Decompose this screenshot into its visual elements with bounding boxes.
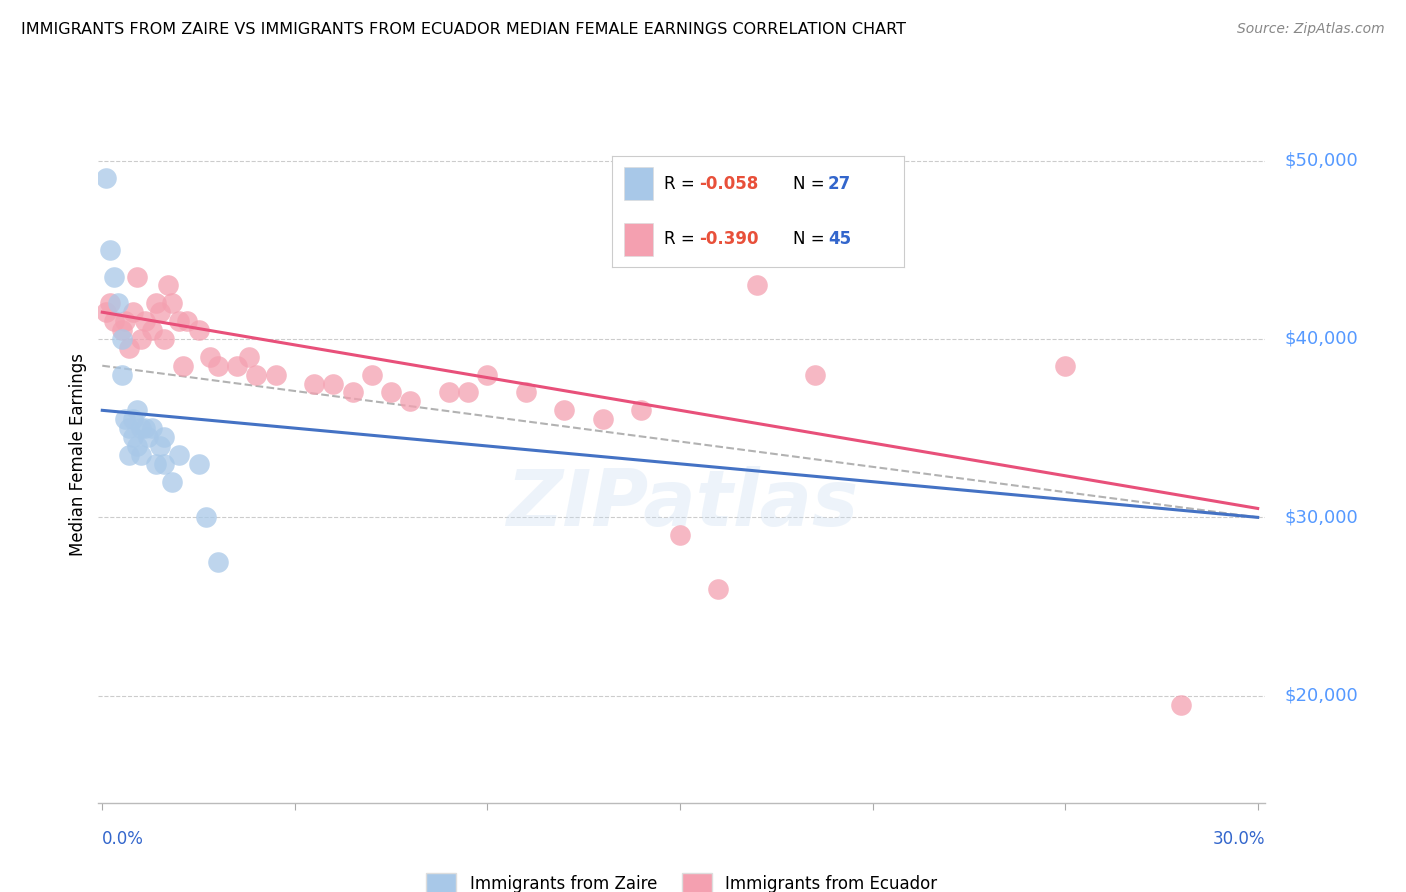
- Text: N =: N =: [793, 175, 830, 193]
- Point: [707, 582, 730, 596]
- Point: [553, 403, 575, 417]
- Text: R =: R =: [665, 175, 700, 193]
- Text: R =: R =: [665, 230, 700, 248]
- Point: [125, 403, 148, 417]
- Point: [118, 341, 141, 355]
- Point: [360, 368, 382, 382]
- Point: [145, 457, 167, 471]
- Point: [169, 448, 191, 462]
- Point: [322, 376, 344, 391]
- Bar: [623, 222, 652, 256]
- Text: -0.390: -0.390: [699, 230, 759, 248]
- Point: [94, 305, 117, 319]
- Point: [110, 368, 132, 382]
- Point: [129, 332, 152, 346]
- Point: [156, 278, 179, 293]
- Text: -0.058: -0.058: [699, 175, 759, 193]
- Text: 30.0%: 30.0%: [1213, 830, 1265, 847]
- Point: [110, 323, 132, 337]
- Point: [515, 385, 537, 400]
- Text: $40,000: $40,000: [1285, 330, 1358, 348]
- Y-axis label: Median Female Earnings: Median Female Earnings: [69, 353, 87, 557]
- Point: [669, 528, 692, 542]
- Legend: Immigrants from Zaire, Immigrants from Ecuador: Immigrants from Zaire, Immigrants from E…: [419, 867, 945, 892]
- Text: ZIPatlas: ZIPatlas: [506, 466, 858, 541]
- Point: [138, 430, 160, 444]
- Point: [630, 403, 652, 417]
- Point: [160, 296, 183, 310]
- Point: [1170, 698, 1192, 712]
- Point: [226, 359, 249, 373]
- Point: [160, 475, 183, 489]
- Point: [134, 314, 156, 328]
- Point: [125, 439, 148, 453]
- Point: [457, 385, 479, 400]
- Point: [107, 296, 129, 310]
- Point: [592, 412, 614, 426]
- Point: [145, 296, 167, 310]
- Text: IMMIGRANTS FROM ZAIRE VS IMMIGRANTS FROM ECUADOR MEDIAN FEMALE EARNINGS CORRELAT: IMMIGRANTS FROM ZAIRE VS IMMIGRANTS FROM…: [21, 22, 905, 37]
- Point: [98, 243, 121, 257]
- Point: [745, 278, 768, 293]
- Point: [1054, 359, 1077, 373]
- Text: $20,000: $20,000: [1285, 687, 1358, 705]
- Point: [122, 305, 145, 319]
- Point: [153, 457, 176, 471]
- Point: [118, 448, 141, 462]
- Point: [264, 368, 287, 382]
- Point: [187, 323, 209, 337]
- Point: [114, 314, 136, 328]
- Point: [110, 332, 132, 346]
- Point: [245, 368, 267, 382]
- Point: [125, 269, 148, 284]
- Point: [118, 421, 141, 435]
- Point: [176, 314, 198, 328]
- Point: [238, 350, 260, 364]
- Point: [302, 376, 325, 391]
- Text: $30,000: $30,000: [1285, 508, 1358, 526]
- Point: [129, 421, 152, 435]
- Point: [195, 510, 218, 524]
- Point: [134, 421, 156, 435]
- Point: [804, 368, 827, 382]
- Text: N =: N =: [793, 230, 830, 248]
- Point: [399, 394, 422, 409]
- Point: [477, 368, 499, 382]
- Point: [141, 323, 163, 337]
- Point: [149, 305, 172, 319]
- Text: 27: 27: [828, 175, 851, 193]
- Point: [94, 171, 117, 186]
- Point: [207, 359, 229, 373]
- Point: [153, 332, 176, 346]
- Point: [198, 350, 221, 364]
- Text: Source: ZipAtlas.com: Source: ZipAtlas.com: [1237, 22, 1385, 37]
- Point: [114, 412, 136, 426]
- Point: [342, 385, 364, 400]
- Point: [172, 359, 194, 373]
- Point: [141, 421, 163, 435]
- Point: [153, 430, 176, 444]
- Point: [122, 412, 145, 426]
- Point: [437, 385, 460, 400]
- Point: [122, 430, 145, 444]
- Point: [103, 269, 125, 284]
- Point: [149, 439, 172, 453]
- Point: [98, 296, 121, 310]
- Point: [103, 314, 125, 328]
- Point: [207, 555, 229, 569]
- Point: [380, 385, 402, 400]
- Text: 0.0%: 0.0%: [103, 830, 145, 847]
- Point: [187, 457, 209, 471]
- Point: [129, 448, 152, 462]
- Point: [169, 314, 191, 328]
- Bar: [623, 167, 652, 201]
- Text: $50,000: $50,000: [1285, 152, 1358, 169]
- Text: 45: 45: [828, 230, 851, 248]
